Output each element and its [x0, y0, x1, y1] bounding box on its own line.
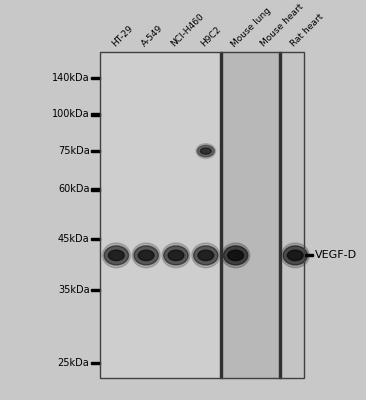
Ellipse shape — [102, 243, 130, 268]
Bar — [91, 289, 100, 291]
Bar — [91, 238, 100, 240]
Bar — [91, 150, 100, 152]
Ellipse shape — [138, 250, 154, 261]
Ellipse shape — [104, 246, 128, 265]
Bar — [91, 188, 100, 190]
Text: H9C2: H9C2 — [199, 25, 223, 48]
Ellipse shape — [224, 246, 248, 265]
Ellipse shape — [197, 145, 214, 157]
Ellipse shape — [287, 250, 303, 261]
Ellipse shape — [228, 250, 243, 261]
Bar — [100, 52, 304, 378]
Ellipse shape — [198, 250, 214, 261]
Ellipse shape — [192, 243, 220, 268]
Ellipse shape — [194, 246, 218, 265]
Ellipse shape — [132, 243, 160, 268]
Text: Mouse heart: Mouse heart — [259, 2, 305, 48]
Text: HT-29: HT-29 — [110, 24, 135, 48]
Bar — [100, 52, 221, 378]
Text: 100kDa: 100kDa — [52, 110, 89, 120]
Ellipse shape — [168, 250, 184, 261]
Bar — [91, 362, 100, 364]
Ellipse shape — [108, 250, 124, 261]
Ellipse shape — [162, 243, 190, 268]
Ellipse shape — [283, 246, 307, 265]
Text: 35kDa: 35kDa — [58, 285, 89, 295]
Ellipse shape — [164, 246, 188, 265]
Text: Rat heart: Rat heart — [289, 12, 325, 48]
Text: VEGF-D: VEGF-D — [315, 250, 357, 260]
Bar — [304, 254, 313, 256]
Text: NCI-H460: NCI-H460 — [169, 12, 206, 48]
Bar — [221, 52, 280, 378]
Text: 140kDa: 140kDa — [52, 73, 89, 83]
Text: 45kDa: 45kDa — [58, 234, 89, 244]
Ellipse shape — [200, 148, 211, 154]
Bar — [279, 52, 281, 378]
Ellipse shape — [196, 144, 216, 158]
Text: 25kDa: 25kDa — [58, 358, 89, 368]
Ellipse shape — [281, 243, 309, 268]
Text: 75kDa: 75kDa — [58, 146, 89, 156]
Bar — [91, 113, 100, 116]
Text: Mouse lung: Mouse lung — [229, 6, 272, 48]
Bar — [280, 52, 304, 378]
Text: 60kDa: 60kDa — [58, 184, 89, 194]
Text: A-549: A-549 — [140, 24, 165, 48]
Bar — [220, 52, 222, 378]
Bar — [91, 77, 100, 79]
Ellipse shape — [134, 246, 158, 265]
Ellipse shape — [222, 243, 250, 268]
